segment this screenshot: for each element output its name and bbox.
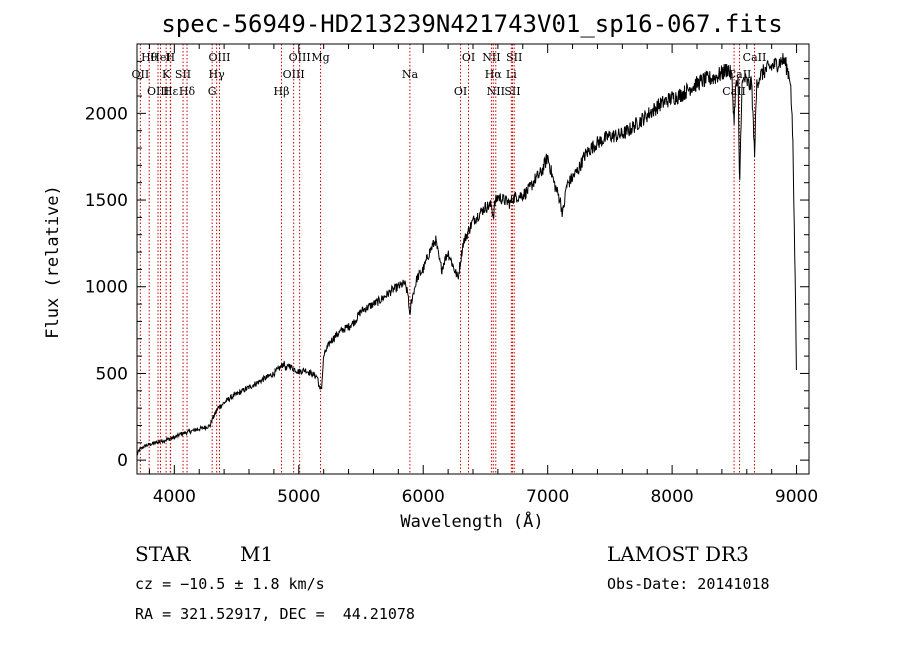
x-tick-label: 6000 [402,487,445,507]
marker-label: NII [487,85,505,98]
marker-label: OIII [289,51,311,64]
x-tick-label: 8000 [650,487,693,507]
object-subclass: M1 [240,542,273,566]
object-class: STAR [135,542,191,566]
y-axis-ticks: 0 500 1000 1500 2000 [85,60,809,471]
y-tick-label: 500 [96,364,128,384]
y-axis-label: Flux (relative) [43,185,63,339]
marker-label: CaII [743,51,767,64]
redshift-line: cz = −10.5 ± 1.8 km/s [135,575,325,593]
y-tick-label: 1000 [85,278,128,298]
marker-label: Hδ [179,85,196,98]
marker-label: OIII [208,51,230,64]
marker-label: OI [462,51,475,64]
marker-label: HeI [150,51,170,64]
x-axis-label: Wavelength (Å) [400,510,543,532]
marker-label: Mg [311,51,329,64]
marker-label: Na [402,68,419,81]
emission-line-labels: Hθ OII OIII HeI K Hε H SII Hδ OIII Hγ G OIII OIII Hβ Mg… [132,51,767,98]
marker-label: H [166,51,176,64]
marker-label: Hγ [209,68,226,81]
emission-line-markers [139,44,755,474]
x-tick-label: 9000 [775,487,818,507]
marker-label: SII [175,68,191,81]
marker-label: Hθ [141,51,158,64]
marker-label: OIII [283,68,305,81]
x-tick-label: 4000 [153,487,196,507]
x-tick-label: 7000 [526,487,569,507]
marker-label: G [208,85,217,98]
marker-label: OII [132,68,150,81]
marker-label: Hε [163,85,179,98]
marker-label: K [162,68,171,81]
y-tick-label: 1500 [85,191,128,211]
x-tick-label: 5000 [277,487,320,507]
coordinates: RA = 321.52917, DEC = 44.21078 [135,605,415,623]
marker-label: Li [506,68,517,81]
chart-title: spec-56949-HD213239N421743V01_sp16-067.f… [161,10,782,38]
x-axis-ticks: 4000 5000 6000 7000 8000 9000 [148,44,818,507]
marker-label: Hα [485,68,503,81]
flux-series [136,53,797,456]
y-tick-label: 2000 [85,104,128,124]
survey-name: LAMOST DR3 [607,542,749,566]
y-tick-label: 0 [117,451,128,471]
marker-label: NII [482,51,500,64]
marker-label: Hβ [274,85,290,98]
plot-frame [136,43,810,475]
marker-label: SII [506,51,522,64]
marker-label: SII [504,85,520,98]
obs-date: Obs-Date: 20141018 [607,575,770,593]
marker-label: OI [454,85,467,98]
marker-label: CaII [722,85,746,98]
flux-line [136,53,797,456]
marker-label: OIII [147,85,169,98]
